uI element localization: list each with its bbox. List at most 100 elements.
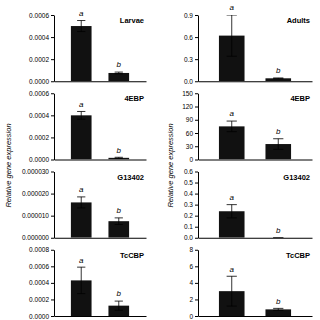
axis-line (55, 160, 147, 161)
tick-label: 0.9 (184, 12, 193, 19)
tick: 0.0002 (29, 296, 54, 303)
tick: 0.000010 (22, 212, 54, 219)
axis-line (198, 16, 199, 82)
tick-mark (195, 183, 198, 184)
tick: 90 (186, 116, 198, 123)
tick-label: 0.0004 (29, 279, 49, 286)
error-bar (77, 21, 85, 32)
tick-label: 0.0000 (29, 156, 49, 163)
tick: 0.9 (184, 12, 198, 19)
bar (71, 115, 92, 159)
error-bar (115, 301, 123, 310)
tick-label: 0.6 (184, 34, 193, 41)
axis-line (54, 172, 55, 238)
tick: 0.0004 (29, 34, 54, 41)
tick: 60 (186, 130, 198, 137)
axis-line (55, 81, 147, 82)
panel-title: G13402 (283, 173, 310, 182)
panel-title: 4EBP (124, 94, 144, 103)
tick: 0.0006 (29, 263, 54, 270)
x-axis (199, 316, 313, 317)
tick-mark (51, 299, 54, 300)
tick-label: 90 (186, 116, 194, 123)
tick-mark (195, 59, 198, 60)
tick: 0 (189, 156, 198, 163)
panel: 0.00.30.60.9abAdults (184, 3, 313, 84)
tick: 0.6 (184, 168, 198, 175)
tick: 0.000030 (22, 168, 54, 175)
annotation: b (117, 289, 122, 298)
annotation: b (276, 66, 281, 75)
x-axis (199, 81, 313, 82)
tick: 0.2 (184, 212, 198, 219)
tick-mark (51, 283, 54, 284)
annotation: a (230, 265, 235, 274)
tick-mark (51, 137, 54, 138)
tick-mark (51, 59, 54, 60)
y-axis: 0.00000.00020.00040.0006 (29, 90, 54, 163)
tick-label: 0.0006 (29, 12, 49, 19)
tick-label: 150 (182, 90, 193, 97)
tick-mark (195, 316, 198, 317)
tick-mark (51, 216, 54, 217)
panel-title: Larvae (120, 16, 144, 25)
panel: 0.0000000.0000100.0000200.000030abG13402 (22, 168, 147, 241)
tick-mark (51, 316, 54, 317)
tick-mark (51, 250, 54, 251)
tick-label: 8 (189, 246, 193, 253)
plot-area (71, 111, 129, 159)
error-bar (115, 157, 123, 158)
annotation: a (230, 3, 235, 12)
error-bar (273, 77, 283, 79)
bar (71, 26, 92, 81)
tick-label: 0.0 (184, 78, 193, 85)
tick: 0.4 (184, 190, 198, 197)
bar (108, 73, 129, 81)
tick: 0.0 (184, 78, 198, 85)
axis-line (198, 172, 199, 238)
tick-mark (195, 299, 198, 300)
tick-mark (195, 15, 198, 16)
tick-mark (195, 238, 198, 239)
tick-mark (195, 266, 198, 267)
axis-line (54, 250, 55, 316)
annotation: b (276, 127, 281, 136)
y-axis: 02468 (189, 246, 198, 319)
annotation: b (117, 60, 122, 69)
error-bar (227, 276, 237, 306)
tick-mark (195, 216, 198, 217)
annotation: b (117, 146, 122, 155)
bar (265, 309, 291, 316)
panel: 02468abTcCBP (189, 246, 312, 319)
tick: 0.0004 (29, 279, 54, 286)
tick: 0.0006 (29, 12, 54, 19)
panel-title: G13402 (117, 173, 144, 182)
tick-mark (51, 266, 54, 267)
tick-label: 0.0 (184, 234, 193, 241)
panel: 0.00000.00020.00040.00060.0008abTcCBP (29, 246, 146, 319)
tick-label: 2 (189, 296, 193, 303)
y-axis: 0.00.30.60.9 (184, 12, 199, 85)
tick: 0.0006 (29, 90, 54, 97)
x-axis (199, 238, 313, 239)
axis-line (54, 94, 55, 160)
axis-line (199, 160, 313, 161)
tick-mark (195, 93, 198, 94)
tick: 0.0000 (29, 313, 54, 320)
tick: 0.3 (184, 201, 198, 208)
tick: 0.1 (184, 223, 198, 230)
tick-label: 0.1 (184, 223, 193, 230)
tick: 0.6 (184, 34, 198, 41)
error-bar (227, 15, 237, 56)
tick-label: 0.000030 (22, 168, 49, 175)
tick-label: 0.0002 (29, 56, 49, 63)
tick-label: 0.000000 (22, 234, 49, 241)
panel: 0.00000.00020.00040.0006abLarvae (29, 9, 146, 85)
annotation: a (79, 185, 84, 194)
panel-title: 4EBP (290, 94, 310, 103)
axis-line (199, 316, 313, 317)
tick-label: 0.0006 (29, 263, 49, 270)
panel-title: TcCBP (286, 251, 310, 260)
x-axis (55, 81, 147, 82)
error-bar (273, 237, 283, 238)
